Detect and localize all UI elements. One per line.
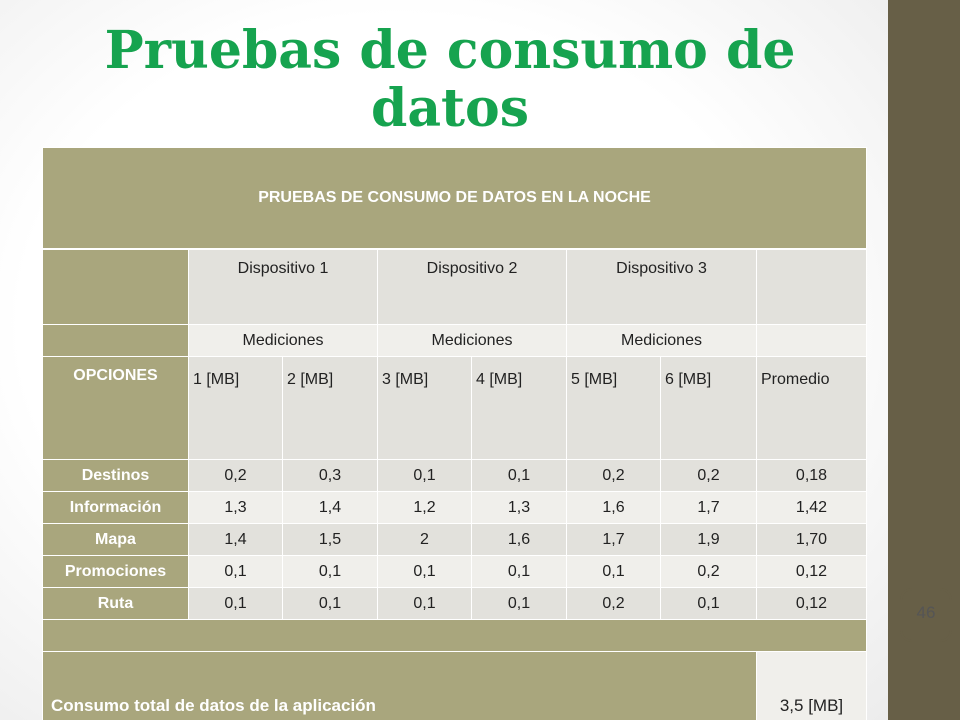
table-row: Ruta 0,1 0,1 0,1 0,1 0,2 0,1 0,12	[42, 587, 867, 620]
devices-row: Dispositivo 1 Dispositivo 2 Dispositivo …	[42, 248, 867, 325]
unit-header-5: 5 [MB]	[566, 356, 661, 460]
table-cell: 0,2	[660, 555, 757, 588]
page-title: Pruebas de consumo de datos	[104, 20, 796, 139]
table-cell: 1,3	[188, 491, 283, 524]
unit-header-4: 4 [MB]	[471, 356, 567, 460]
page-number-badge: 46	[898, 588, 954, 642]
row-label: Ruta	[42, 587, 189, 620]
table-cell: 0,1	[188, 555, 283, 588]
device-2-header: Dispositivo 2	[377, 248, 567, 325]
table-cell: 1,4	[188, 523, 283, 556]
data-consumption-table: PRUEBAS DE CONSUMO DE DATOS EN LA NOCHE …	[42, 147, 867, 721]
table-cell: 1,6	[471, 523, 567, 556]
table-cell: 1,7	[566, 523, 661, 556]
unit-header-2: 2 [MB]	[282, 356, 378, 460]
table-title-row: PRUEBAS DE CONSUMO DE DATOS EN LA NOCHE	[42, 147, 867, 250]
table-cell: 0,1	[471, 555, 567, 588]
table-cell: 0,1	[471, 459, 567, 492]
empty-cell	[42, 619, 867, 652]
spacer-row	[42, 619, 867, 652]
unit-header-1: 1 [MB]	[188, 356, 283, 460]
unit-header-3: 3 [MB]	[377, 356, 472, 460]
device-3-header: Dispositivo 3	[566, 248, 757, 325]
table-cell: 0,1	[282, 587, 378, 620]
average-cell: 0,12	[756, 587, 867, 620]
average-cell: 0,18	[756, 459, 867, 492]
row-label: Destinos	[42, 459, 189, 492]
opciones-header: OPCIONES	[42, 356, 189, 460]
table-cell: 0,2	[188, 459, 283, 492]
table-row: Información 1,3 1,4 1,2 1,3 1,6 1,7 1,42	[42, 491, 867, 524]
device-1-header: Dispositivo 1	[188, 248, 378, 325]
empty-cell	[42, 248, 189, 325]
table-cell: 0,1	[377, 555, 472, 588]
table-cell: 0,1	[660, 587, 757, 620]
table-cell: 0,2	[566, 587, 661, 620]
total-value: 3,5 [MB]	[756, 651, 867, 721]
average-cell: 0,12	[756, 555, 867, 588]
table-cell: 1,4	[282, 491, 378, 524]
table-cell: 0,1	[188, 587, 283, 620]
table-cell: 0,2	[566, 459, 661, 492]
table-row: Destinos 0,2 0,3 0,1 0,1 0,2 0,2 0,18	[42, 459, 867, 492]
promedio-header: Promedio	[756, 356, 867, 460]
table-cell: 2	[377, 523, 472, 556]
table-cell: 0,2	[660, 459, 757, 492]
table-row: Promociones 0,1 0,1 0,1 0,1 0,1 0,2 0,12	[42, 555, 867, 588]
row-label: Información	[42, 491, 189, 524]
mediciones-row: Mediciones Mediciones Mediciones	[42, 324, 867, 357]
empty-cell	[42, 324, 189, 357]
table-cell: 0,3	[282, 459, 378, 492]
total-row: Consumo total de datos de la aplicación …	[42, 651, 867, 721]
table-cell: 1,3	[471, 491, 567, 524]
table-title: PRUEBAS DE CONSUMO DE DATOS EN LA NOCHE	[42, 147, 867, 250]
table-cell: 0,1	[377, 459, 472, 492]
average-cell: 1,70	[756, 523, 867, 556]
table-cell: 0,1	[282, 555, 378, 588]
average-cell: 1,42	[756, 491, 867, 524]
table-row: Mapa 1,4 1,5 2 1,6 1,7 1,9 1,70	[42, 523, 867, 556]
table-cell: 1,7	[660, 491, 757, 524]
table-cell: 1,6	[566, 491, 661, 524]
empty-cell	[756, 324, 867, 357]
table-cell: 1,9	[660, 523, 757, 556]
page-number: 46	[916, 603, 936, 622]
table-cell: 0,1	[471, 587, 567, 620]
table-cell: 1,2	[377, 491, 472, 524]
empty-cell	[756, 248, 867, 325]
row-label: Promociones	[42, 555, 189, 588]
mediciones-3-label: Mediciones	[566, 324, 757, 357]
mediciones-2-label: Mediciones	[377, 324, 567, 357]
table-cell: 1,5	[282, 523, 378, 556]
unit-header-6: 6 [MB]	[660, 356, 757, 460]
row-label: Mapa	[42, 523, 189, 556]
total-label: Consumo total de datos de la aplicación	[42, 651, 757, 721]
mediciones-1-label: Mediciones	[188, 324, 378, 357]
table-cell: 0,1	[377, 587, 472, 620]
units-row: OPCIONES 1 [MB] 2 [MB] 3 [MB] 4 [MB] 5 […	[42, 356, 867, 460]
table-cell: 0,1	[566, 555, 661, 588]
